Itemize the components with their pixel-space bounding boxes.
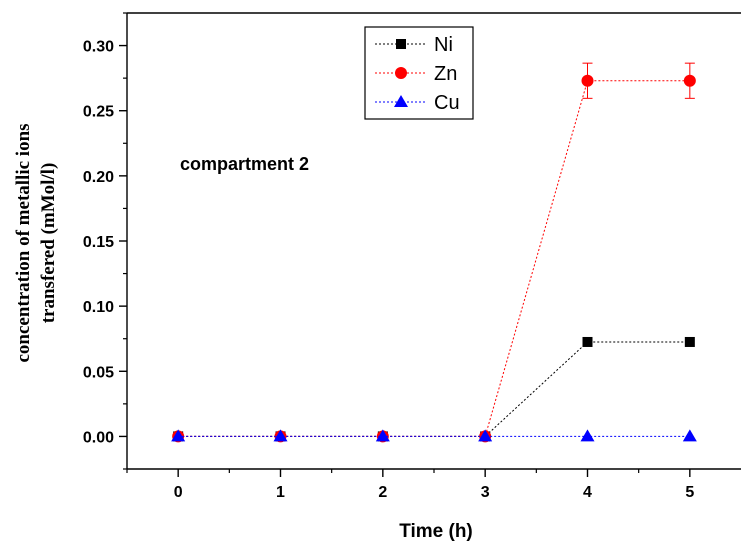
x-tick-label: 0 <box>174 484 183 501</box>
legend-label-zn: Zn <box>434 63 457 85</box>
y-tick-label: 0.30 <box>83 39 114 56</box>
y-tick-label: 0.00 <box>83 429 114 446</box>
legend-marker-ni <box>396 39 406 49</box>
x-tick-label: 3 <box>481 484 490 501</box>
data-point-cu <box>682 429 697 442</box>
data-point-cu <box>580 429 595 442</box>
y-tick-label: 0.05 <box>83 364 114 381</box>
y-tick-label: 0.25 <box>83 104 114 121</box>
x-axis-title: Time (h) <box>399 521 473 542</box>
y-axis-title-line-1: concentration of metallic ions <box>13 123 34 362</box>
data-point-cu <box>375 429 390 442</box>
y-axis-ticks: 0.00 0.05 0.10 0.15 0.20 0.25 0.30 <box>83 12 127 470</box>
series-line-ni <box>178 341 690 437</box>
series-line-zn <box>178 80 690 437</box>
data-point-cu <box>478 429 493 442</box>
data-point-ni <box>582 336 593 347</box>
y-tick-label: 0.15 <box>83 234 114 251</box>
y-tick-label: 0.10 <box>83 299 114 316</box>
data-point-ni <box>684 336 695 347</box>
series-zn <box>172 62 696 443</box>
series-layer <box>171 62 697 443</box>
y-tick-label: 0.20 <box>83 169 114 186</box>
x-axis-ticks: 0 1 2 3 4 5 <box>126 469 694 501</box>
annotation-compartment: compartment 2 <box>180 154 309 174</box>
data-point-cu <box>273 429 288 442</box>
legend: Ni Zn Cu <box>364 26 474 120</box>
legend-label-ni: Ni <box>434 34 453 56</box>
x-tick-label: 5 <box>685 484 694 501</box>
x-tick-label: 1 <box>276 484 285 501</box>
legend-label-cu: Cu <box>434 92 460 114</box>
legend-marker-zn <box>395 67 407 79</box>
legend-marker-cu <box>394 95 408 107</box>
series-ni <box>173 336 695 442</box>
data-point-cu <box>171 429 186 442</box>
x-tick-label: 2 <box>378 484 387 501</box>
data-point-zn <box>683 74 696 87</box>
y-axis-title-line-2: transfered (mMol/l) <box>38 163 59 324</box>
series-cu <box>171 429 697 442</box>
x-tick-label: 4 <box>583 484 592 501</box>
data-point-zn <box>581 74 594 87</box>
